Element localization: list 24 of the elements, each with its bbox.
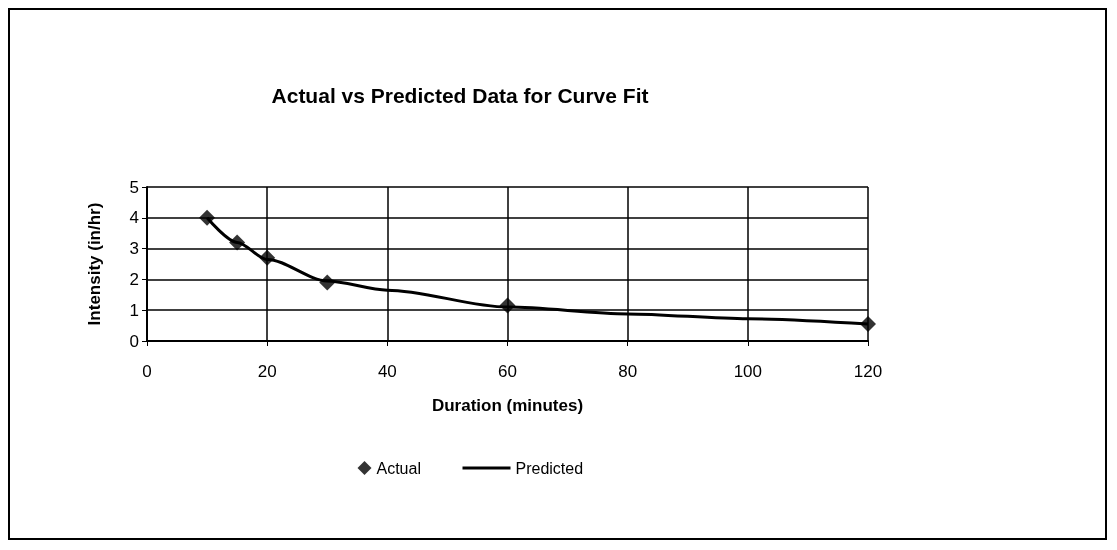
point: [259, 249, 276, 266]
y-tick-label: 2: [129, 269, 139, 289]
y-tick-label: 0: [129, 331, 139, 351]
x-tick-label: 120: [853, 362, 883, 381]
x-tick-label: 0: [142, 362, 152, 381]
point: [860, 316, 876, 333]
y-tick-label: 1: [129, 300, 139, 320]
x-tick-label: 80: [618, 362, 638, 381]
x-tick-label: 20: [257, 362, 277, 381]
point: [319, 274, 336, 291]
x-axis-title: Duration (minutes): [431, 396, 584, 415]
y-tick-label: 4: [129, 208, 139, 228]
legend-label: Predicted: [515, 459, 584, 477]
point: [229, 234, 246, 251]
chart-title: Actual vs Predicted Data for Curve Fit: [271, 84, 649, 107]
y-tick-label: 3: [129, 239, 139, 259]
x-tick-label: 40: [377, 362, 397, 381]
x-tick-label: 100: [733, 362, 763, 381]
y-axis-title: Intensity (in/hr): [85, 202, 104, 326]
x-tick-label: 60: [498, 362, 517, 381]
y-tick-label: 5: [129, 177, 139, 197]
point: [499, 297, 516, 314]
point: [199, 209, 216, 226]
legend-label: Actual: [376, 459, 421, 477]
